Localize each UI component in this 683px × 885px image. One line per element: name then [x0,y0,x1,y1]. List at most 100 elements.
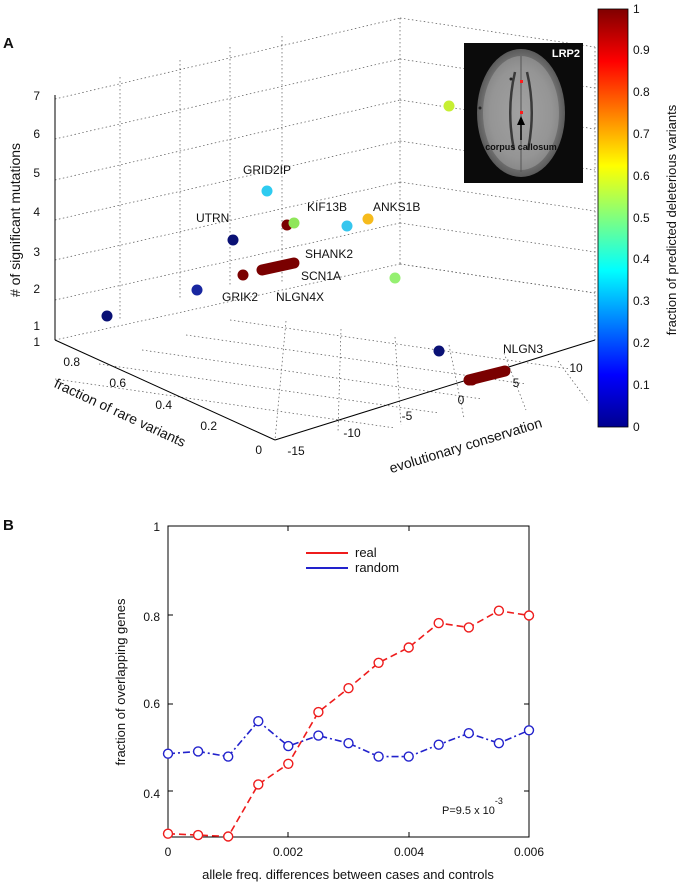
series-point-real [313,706,324,718]
gene-labels: GRID2IP UTRN KIF13B ANKS1B SHANK2 SCN1A … [196,163,543,356]
gene-label-utrn: UTRN [196,211,229,225]
point-cluster-shank2 [256,257,300,276]
series-point-real [253,779,264,790]
x-axis-label: allele freq. differences between cases a… [202,867,494,882]
z-tick-label: 2 [33,282,40,296]
p-value-annotation: P=9.5 x 10-3 [442,796,503,817]
series-line-real [167,609,530,838]
x-tick-label: 10 [569,361,583,375]
y-axis-label: fraction of overlapping genes [113,598,128,765]
y-tick-label: 0.6 [109,376,126,390]
y-tick-label: 0.2 [200,419,217,433]
p-value-text: P=9.5 x 10 [442,805,495,817]
colorbar-tick-label: 0.8 [633,85,650,99]
series-point-real [373,657,384,668]
z-tick-label: 1 [33,319,40,333]
colorbar-tick-label: 0.4 [633,252,650,266]
series-markers [162,605,535,842]
tick-marks [168,526,529,837]
x-tick-label: 0.002 [273,845,303,859]
series-point-real [343,683,354,694]
plot-frame [167,525,530,838]
inset-label: corpus callosum [485,142,557,152]
scatter-point [261,185,273,197]
x-ticks: -15 -10 -5 0 5 10 [287,361,583,458]
gene-label-grid2ip: GRID2IP [243,163,291,177]
legend: real random [306,545,399,575]
z-tick-label: 6 [33,127,40,141]
series-point-real [283,758,294,769]
p-value-exponent: -3 [495,796,503,806]
scatter-point [237,269,249,281]
scatter-point [341,220,353,232]
gene-label-nlgn3: NLGN3 [503,342,543,356]
series-point-random [463,728,474,739]
series-point-real [523,610,535,621]
series-point-random [283,740,294,752]
series-point-random [433,739,444,750]
mri-inset: LRP2 corpus callosum [464,43,583,183]
legend-label-real: real [355,545,377,560]
gene-label-shank2: SHANK2 [305,247,353,261]
colorbar-tick-label: 0.3 [633,294,650,308]
series-point-random [523,725,535,736]
y-ticks: 0.4 0.6 0.8 1 [143,520,160,801]
y-tick-label: 0.8 [143,610,160,624]
series-point-real [493,605,505,616]
scatter-points [101,100,478,386]
y-tick-label: 0.8 [63,355,80,369]
series-point-random [313,730,324,741]
panel-label-b: B [3,517,14,534]
gene-label-anks1b: ANKS1B [373,200,420,214]
line-chart: 0.4 0.6 0.8 1 0 0.002 0.004 0.006 fracti… [113,520,544,882]
series-point-real [403,642,414,653]
gene-label-nlgn4x: NLGN4X [276,290,324,304]
gene-label-scn1a: SCN1A [301,269,341,283]
x-axis-label: evolutionary conservation [387,414,544,476]
colorbar-tick-label: 0.9 [633,43,650,57]
scatter-point [389,272,401,284]
series-point-random [162,748,174,759]
scatter-point [191,284,203,296]
colorbar-tick-label: 0.7 [633,127,650,141]
y-tick-label: 1 [33,335,40,349]
scatter-point [466,374,478,386]
x-tick-label: -10 [343,426,361,440]
scatter3d: 1 2 3 4 5 6 7 # of significant mutations… [7,2,679,476]
y-ticks: 1 0.8 0.6 0.4 0.2 0 [33,335,262,457]
x-tick-label: 5 [513,376,520,390]
scatter-point [101,310,113,322]
legend-label-random: random [355,560,399,575]
y-tick-label: 0.6 [143,697,160,711]
z-ticks: 1 2 3 4 5 6 7 [33,89,40,333]
colorbar-tick-label: 0 [633,420,640,434]
x-tick-label: 0.006 [514,845,544,859]
z-axis-label: # of significant mutations [7,143,23,297]
series-point-real [463,622,474,633]
gene-label-grik2: GRIK2 [222,290,258,304]
y-tick-label: 0.4 [155,398,172,412]
panel-label-a: A [3,35,14,52]
series-point-random [373,751,384,762]
colorbar: 1 0.9 0.8 0.7 0.6 0.5 0.4 0.3 0.2 0.1 0 … [597,2,679,434]
series-point-random [343,738,354,749]
z-tick-label: 3 [33,245,40,259]
x-tick-label: 0 [458,393,465,407]
gene-label-kif13b: KIF13B [307,200,347,214]
colorbar-tick-label: 0.6 [633,169,650,183]
series-point-random [253,716,264,727]
y-tick-label: 1 [153,520,160,534]
series-point-real [192,829,204,841]
colorbar-tick-label: 0.2 [633,336,650,350]
colorbar-label: fraction of predicted deleterious varian… [664,104,679,335]
x-tick-label: -5 [402,409,413,423]
y-axis-line [54,339,276,441]
x-tick-label: 0.004 [394,845,424,859]
x-tick-label: 0 [165,845,172,859]
colorbar-tick-label: 1 [633,2,640,16]
colorbar-tick-label: 0.1 [633,378,650,392]
y-tick-label: 0 [255,443,262,457]
colorbar-gradient [597,8,629,428]
scatter-point [288,217,300,229]
